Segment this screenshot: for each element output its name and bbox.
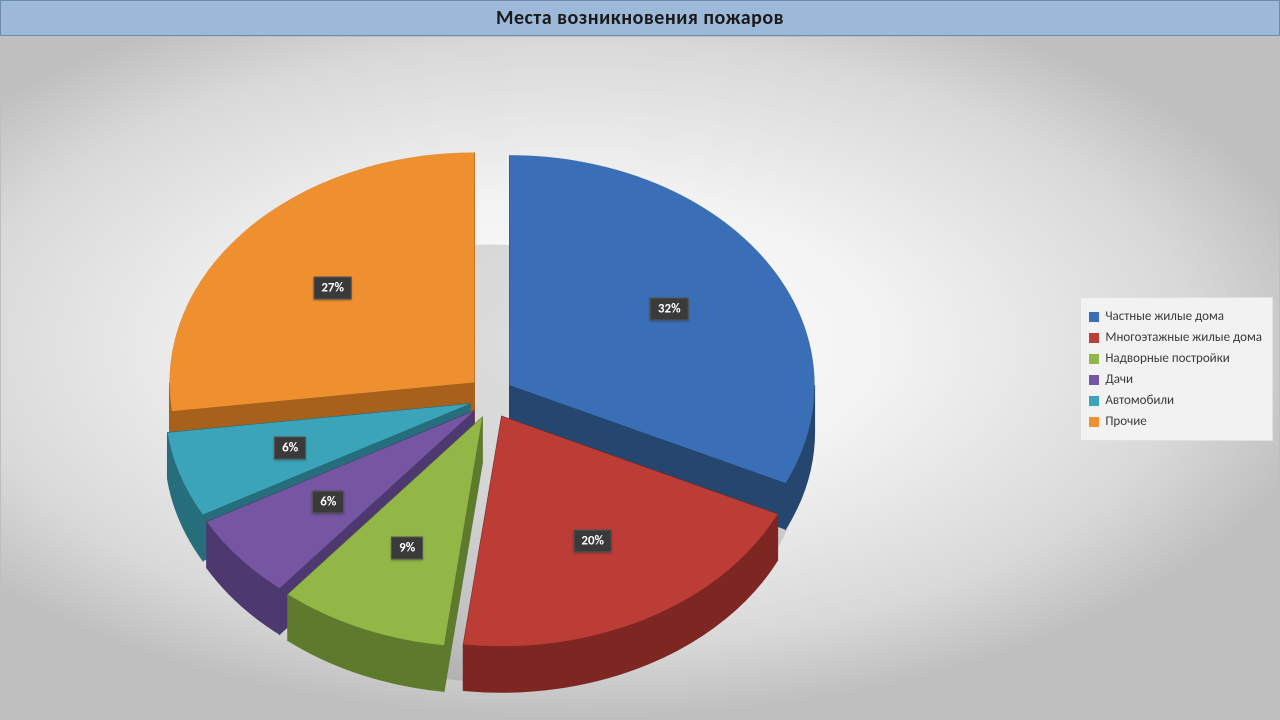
slice-value-label: 6% — [274, 436, 306, 459]
legend-item: Частные жилые дома — [1089, 306, 1262, 327]
legend-label: Надворные постройки — [1105, 351, 1229, 366]
slice-value-label: 9% — [391, 537, 423, 560]
legend-swatch — [1089, 396, 1099, 406]
slice-value-label: 20% — [573, 530, 612, 553]
legend-label: Частные жилые дома — [1105, 309, 1224, 324]
legend-swatch — [1089, 375, 1099, 385]
legend-swatch — [1089, 312, 1099, 322]
legend-swatch — [1089, 354, 1099, 364]
legend-label: Многоэтажные жилые дома — [1105, 330, 1262, 345]
legend-label: Прочие — [1105, 414, 1146, 429]
title-bar: Места возникновения пожаров — [0, 0, 1280, 36]
slice-value-label: 27% — [313, 277, 352, 300]
legend-label: Автомобили — [1105, 393, 1174, 408]
slice-value-label: 6% — [312, 490, 344, 513]
legend-item: Многоэтажные жилые дома — [1089, 327, 1262, 348]
legend-item: Надворные постройки — [1089, 348, 1262, 369]
legend-swatch — [1089, 417, 1099, 427]
legend-swatch — [1089, 333, 1099, 343]
legend-item: Прочие — [1089, 411, 1262, 432]
legend-item: Автомобили — [1089, 390, 1262, 411]
legend-item: Дачи — [1089, 369, 1262, 390]
chart-title: Места возникновения пожаров — [496, 6, 784, 30]
legend: Частные жилые дома Многоэтажные жилые дом… — [1080, 297, 1273, 441]
slice-value-label: 32% — [650, 297, 689, 320]
legend-label: Дачи — [1105, 372, 1133, 387]
chart-area: Частные жилые дома Многоэтажные жилые дом… — [0, 36, 1280, 720]
